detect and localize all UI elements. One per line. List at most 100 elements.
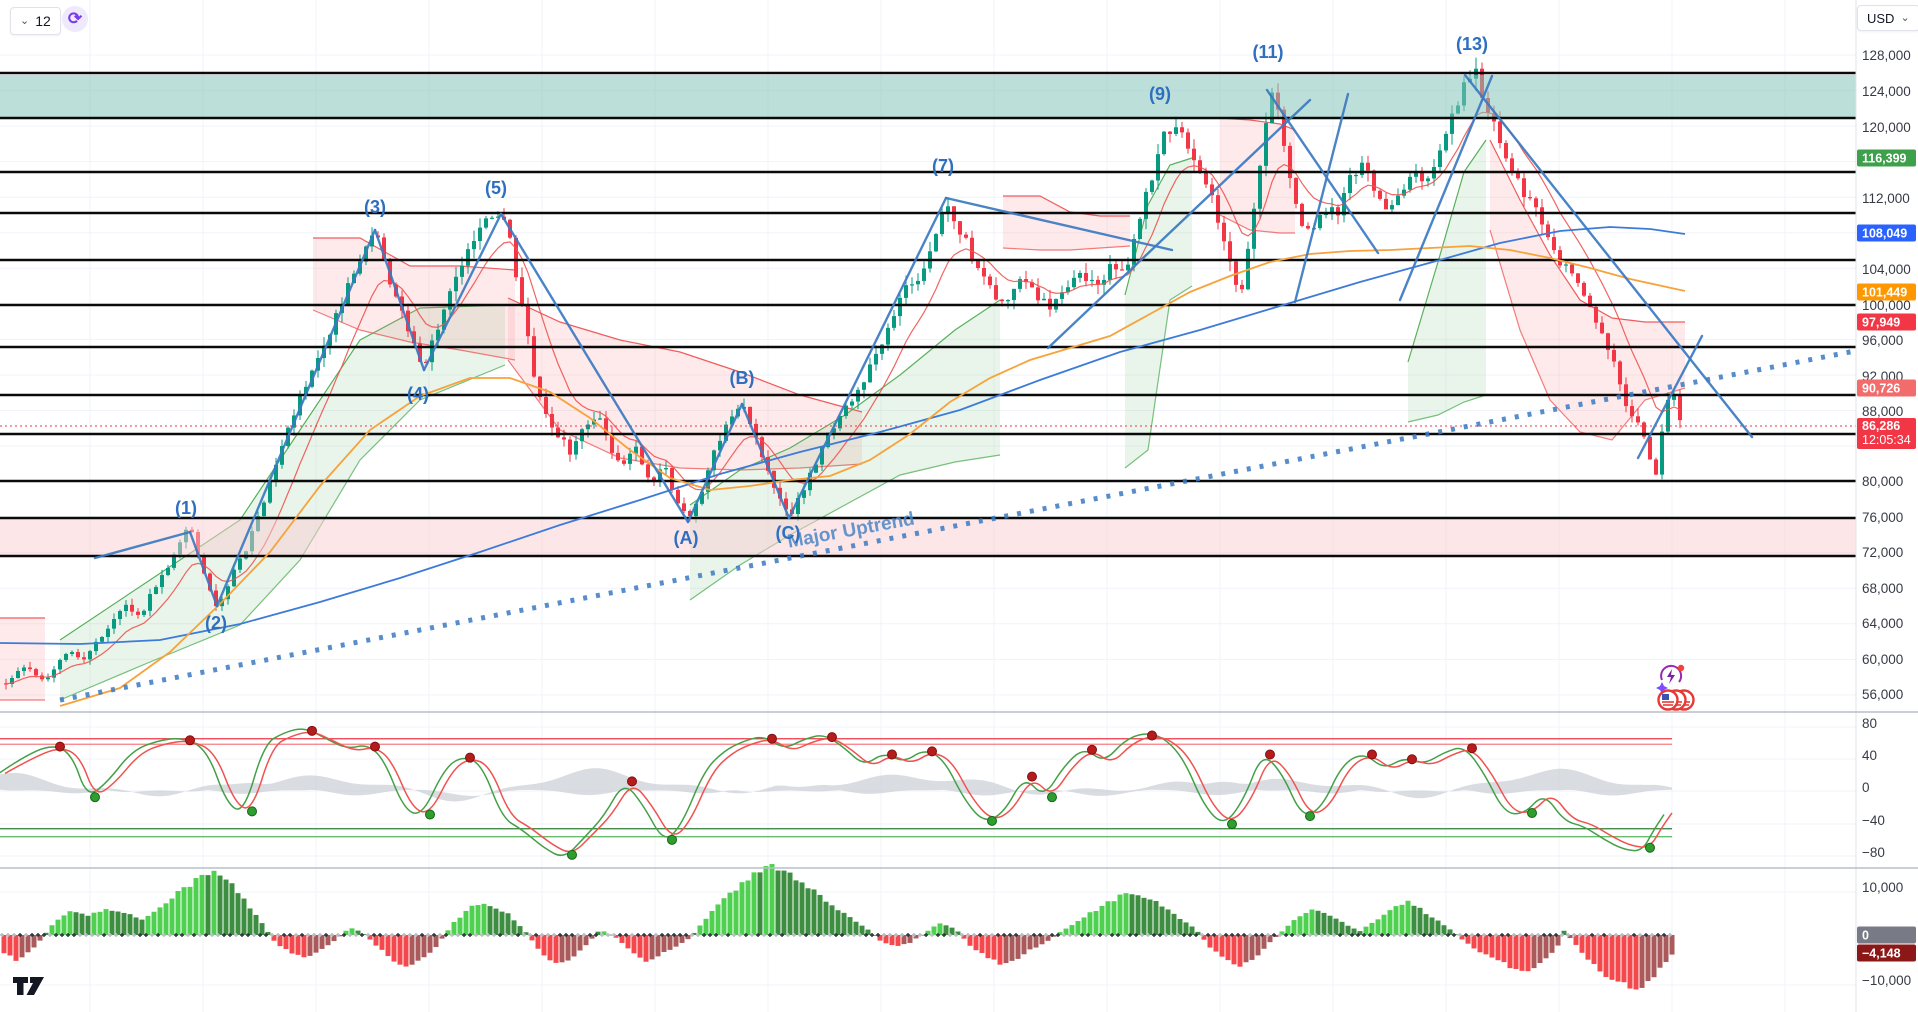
axis-tick-label: 96,000 [1862, 333, 1903, 348]
timeframe-dropdown[interactable]: ⌄ 12 [10, 7, 61, 35]
wave-label[interactable]: (5) [485, 178, 507, 198]
zero-cross-marker [0, 933, 4, 937]
price-axis[interactable]: 128,000 124,000 120,000 112,000 104,000 100,0… [1855, 0, 1918, 1012]
trendline[interactable] [1046, 98, 1312, 350]
wave-label[interactable]: (11) [1252, 42, 1283, 62]
candle-body [820, 447, 824, 465]
zero-cross-marker [354, 933, 358, 937]
zero-cross-marker [1602, 933, 1606, 937]
zero-cross-marker [1392, 933, 1396, 937]
zero-band-area [0, 768, 1672, 802]
candle-body [208, 573, 212, 591]
candle [130, 598, 134, 616]
zero-cross-marker [954, 933, 958, 937]
zero-cross-marker [702, 933, 706, 937]
candle-body [1180, 127, 1184, 133]
histogram-bar [1183, 922, 1189, 935]
candle-body [1414, 172, 1418, 177]
candle-body [100, 637, 104, 642]
candle-body [1318, 215, 1322, 229]
trendline[interactable] [373, 228, 426, 372]
trendline[interactable] [215, 228, 377, 608]
histogram-bar [667, 935, 673, 950]
flag-coins-icon[interactable] [1657, 689, 1695, 711]
trendline[interactable] [1293, 92, 1350, 304]
trendline[interactable] [1398, 74, 1494, 302]
trendline[interactable] [422, 212, 503, 372]
wave-label[interactable]: (1) [175, 498, 197, 518]
zero-cross-marker [360, 933, 364, 937]
trendline[interactable] [1265, 88, 1380, 255]
histogram-bar [1159, 906, 1165, 935]
tradingview-logo[interactable] [13, 977, 44, 995]
major-uptrend-line[interactable] [59, 348, 1856, 703]
zero-cross-marker [1008, 933, 1012, 937]
wave-label[interactable]: (7) [932, 156, 954, 176]
candle [934, 232, 938, 253]
wave-label[interactable]: (2) [205, 613, 227, 633]
candle [898, 292, 902, 326]
supply-zone-band[interactable] [0, 75, 1856, 117]
trendline[interactable] [944, 196, 1174, 252]
pivot-dot-red [1467, 743, 1477, 754]
histogram-bar [1411, 905, 1417, 935]
histogram-bar [331, 935, 337, 942]
cloud-border [1407, 394, 1487, 423]
zero-cross-marker [372, 933, 376, 937]
wave-label[interactable]: (9) [1149, 84, 1171, 104]
trendline[interactable] [93, 530, 192, 560]
refresh-icon[interactable]: ⟳ [62, 6, 88, 32]
histogram-bar [997, 935, 1003, 965]
candle-body [532, 336, 536, 377]
histogram-bar [889, 935, 895, 946]
cloud-border [59, 364, 506, 701]
histogram-bar [1507, 935, 1513, 969]
trendline[interactable] [188, 530, 219, 608]
histogram-bar [1423, 914, 1429, 935]
histogram-bar [931, 926, 937, 935]
candle-body [1354, 174, 1358, 177]
trendline[interactable] [1463, 73, 1754, 439]
trendline[interactable] [499, 212, 690, 524]
candle-body [916, 280, 920, 285]
wave-label[interactable]: (B) [730, 368, 755, 388]
trendline[interactable] [1636, 334, 1704, 460]
trendline[interactable] [686, 402, 744, 524]
histogram-bar [1021, 935, 1027, 955]
zero-cross-marker [396, 933, 400, 937]
axis-tick-label: 68,000 [1862, 581, 1903, 596]
zero-cross-marker [948, 933, 952, 937]
currency-dropdown[interactable]: USD ⌄ [1857, 5, 1918, 31]
wave-label[interactable]: (4) [407, 384, 429, 404]
wave-label[interactable]: (3) [364, 197, 386, 217]
histogram-bar [403, 935, 409, 967]
histogram-bar [787, 872, 793, 935]
zero-cross-marker [774, 933, 778, 937]
histogram-bar [1267, 935, 1273, 943]
wave-label[interactable]: (13) [1456, 34, 1488, 54]
histogram-bar [1579, 935, 1585, 953]
zero-cross-marker [138, 933, 142, 937]
candle [1300, 202, 1304, 228]
histogram-bar [1087, 912, 1093, 935]
histogram-bar [103, 909, 109, 935]
zero-cross-marker [414, 933, 418, 937]
candle [1162, 131, 1166, 156]
candle-body [154, 587, 158, 594]
demand-zone-band[interactable] [0, 518, 1856, 556]
zero-cross-marker [1338, 933, 1342, 937]
trendline[interactable] [787, 196, 948, 520]
histogram-bar [1603, 935, 1609, 977]
histogram-bar [1363, 926, 1369, 935]
histogram-bar [1261, 935, 1267, 949]
ai-flash-icon[interactable] [1656, 664, 1685, 694]
trendline[interactable] [740, 402, 791, 520]
candle-body [262, 502, 266, 517]
candle-body [232, 569, 236, 587]
wave-label[interactable]: (A) [674, 528, 699, 548]
wave-label[interactable]: (C) [776, 523, 801, 543]
candle [1150, 179, 1154, 195]
candle-body [1084, 272, 1088, 281]
zero-cross-marker [90, 933, 94, 937]
